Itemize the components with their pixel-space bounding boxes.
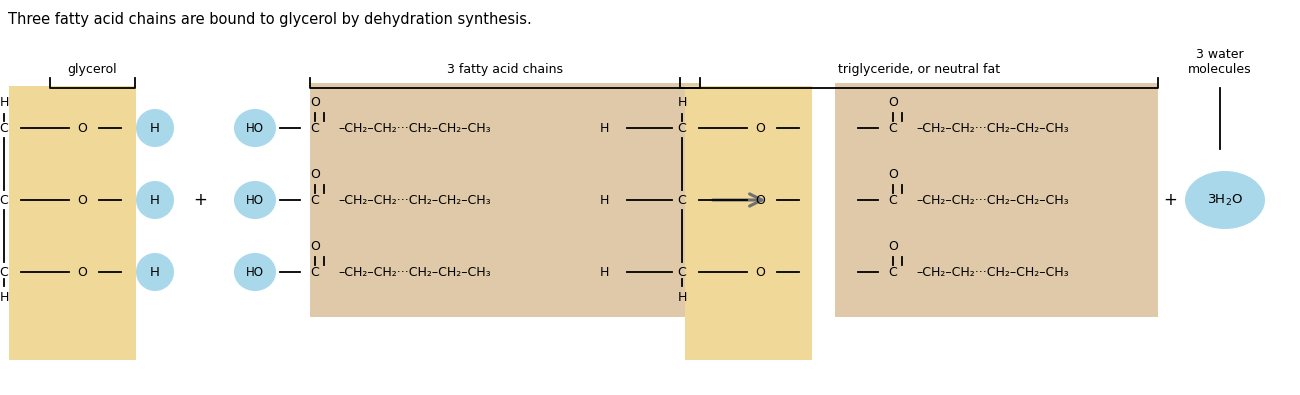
Text: H: H bbox=[677, 96, 686, 109]
Text: O: O bbox=[311, 168, 320, 181]
Ellipse shape bbox=[136, 181, 174, 219]
Text: O: O bbox=[755, 194, 764, 207]
Text: C: C bbox=[889, 265, 897, 278]
Text: O: O bbox=[77, 194, 87, 207]
Text: –CH₂–CH₂···CH₂–CH₂–CH₃: –CH₂–CH₂···CH₂–CH₂–CH₃ bbox=[338, 122, 491, 135]
Text: O: O bbox=[77, 265, 87, 278]
FancyBboxPatch shape bbox=[835, 155, 1158, 245]
Text: H: H bbox=[150, 194, 160, 207]
FancyBboxPatch shape bbox=[309, 83, 699, 173]
Text: H: H bbox=[677, 291, 686, 304]
Text: H: H bbox=[0, 291, 9, 304]
FancyBboxPatch shape bbox=[309, 227, 699, 317]
FancyBboxPatch shape bbox=[835, 227, 1158, 317]
Text: HO: HO bbox=[246, 265, 264, 278]
Text: C: C bbox=[311, 122, 320, 135]
Text: +: + bbox=[194, 191, 207, 209]
Text: H: H bbox=[599, 265, 608, 278]
Text: O: O bbox=[311, 240, 320, 253]
Text: HO: HO bbox=[246, 194, 264, 207]
FancyBboxPatch shape bbox=[309, 155, 699, 245]
Ellipse shape bbox=[234, 253, 276, 291]
Text: 3H$_2$O: 3H$_2$O bbox=[1206, 192, 1243, 207]
Text: C: C bbox=[311, 194, 320, 207]
Text: –CH₂–CH₂···CH₂–CH₂–CH₃: –CH₂–CH₂···CH₂–CH₂–CH₃ bbox=[916, 122, 1069, 135]
Ellipse shape bbox=[234, 181, 276, 219]
Text: –CH₂–CH₂···CH₂–CH₂–CH₃: –CH₂–CH₂···CH₂–CH₂–CH₃ bbox=[916, 194, 1069, 207]
Text: O: O bbox=[77, 122, 87, 135]
Ellipse shape bbox=[1186, 171, 1265, 229]
Text: triglyceride, or neutral fat: triglyceride, or neutral fat bbox=[838, 63, 1000, 76]
Text: –CH₂–CH₂···CH₂–CH₂–CH₃: –CH₂–CH₂···CH₂–CH₂–CH₃ bbox=[338, 265, 491, 278]
Text: H: H bbox=[599, 194, 608, 207]
Text: 3 water
molecules: 3 water molecules bbox=[1188, 48, 1252, 76]
Text: HO: HO bbox=[246, 122, 264, 135]
Text: glycerol: glycerol bbox=[68, 63, 117, 76]
Text: C: C bbox=[0, 194, 8, 207]
Text: C: C bbox=[311, 265, 320, 278]
Text: O: O bbox=[755, 265, 764, 278]
Text: O: O bbox=[888, 240, 898, 253]
Text: O: O bbox=[755, 122, 764, 135]
Text: O: O bbox=[888, 96, 898, 109]
Text: O: O bbox=[888, 168, 898, 181]
Text: C: C bbox=[677, 122, 686, 135]
Text: 3 fatty acid chains: 3 fatty acid chains bbox=[447, 63, 563, 76]
FancyBboxPatch shape bbox=[9, 86, 136, 360]
Text: H: H bbox=[0, 96, 9, 109]
Text: C: C bbox=[0, 122, 8, 135]
Ellipse shape bbox=[136, 253, 174, 291]
Text: O: O bbox=[311, 96, 320, 109]
Text: H: H bbox=[150, 265, 160, 278]
FancyBboxPatch shape bbox=[835, 83, 1158, 173]
Text: C: C bbox=[677, 265, 686, 278]
Text: H: H bbox=[599, 122, 608, 135]
FancyBboxPatch shape bbox=[685, 86, 812, 360]
Text: –CH₂–CH₂···CH₂–CH₂–CH₃: –CH₂–CH₂···CH₂–CH₂–CH₃ bbox=[916, 265, 1069, 278]
Text: C: C bbox=[889, 122, 897, 135]
Ellipse shape bbox=[136, 109, 174, 147]
Text: H: H bbox=[150, 122, 160, 135]
Text: Three fatty acid chains are bound to glycerol by dehydration synthesis.: Three fatty acid chains are bound to gly… bbox=[8, 12, 532, 27]
Ellipse shape bbox=[234, 109, 276, 147]
Text: +: + bbox=[1164, 191, 1176, 209]
Text: –CH₂–CH₂···CH₂–CH₂–CH₃: –CH₂–CH₂···CH₂–CH₂–CH₃ bbox=[338, 194, 491, 207]
Text: C: C bbox=[0, 265, 8, 278]
Text: C: C bbox=[889, 194, 897, 207]
Text: C: C bbox=[677, 194, 686, 207]
